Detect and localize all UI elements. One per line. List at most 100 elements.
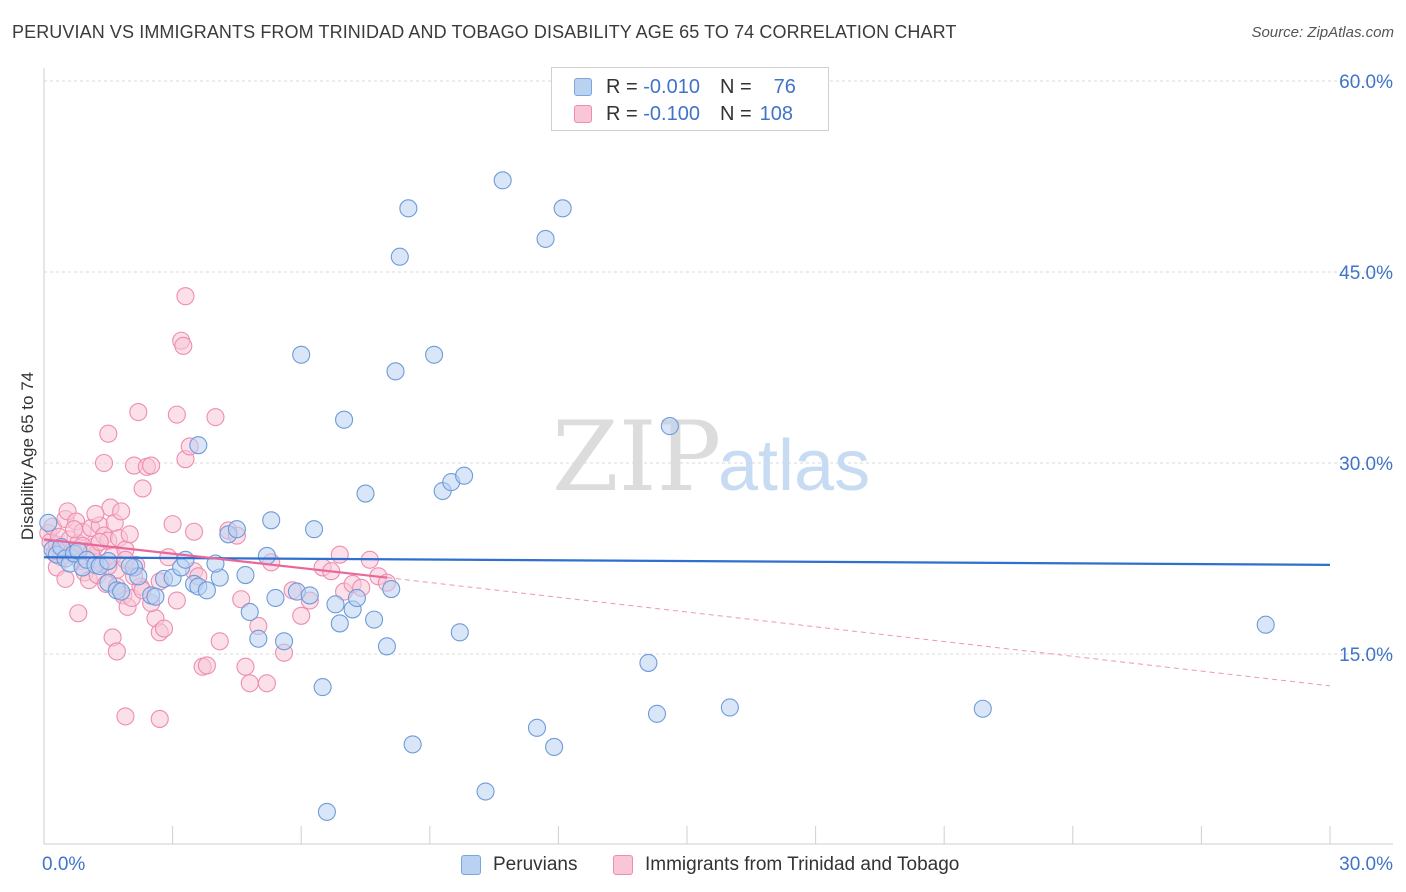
- data-point-peruvians: [493, 171, 512, 190]
- data-point-peruvians: [313, 678, 332, 697]
- correlation-legend: R = -0.010 N = 76 R = -0.100 N = 108: [551, 67, 829, 131]
- data-point-peruvians: [455, 466, 474, 485]
- legend-r-value: -0.010: [643, 75, 700, 98]
- data-point-peruvians: [660, 417, 679, 436]
- data-point-peruvians: [347, 588, 366, 608]
- data-point-peruvians: [236, 566, 255, 585]
- data-point-peruvians: [356, 484, 375, 503]
- legend-n-value: 76: [773, 75, 796, 98]
- y-tick-label: 30.0%: [1339, 454, 1393, 475]
- bottom-legend: Peruvians Immigrants from Trinidad and T…: [0, 852, 1406, 878]
- data-point-immigrants: [184, 522, 204, 541]
- data-point-immigrants: [116, 707, 135, 726]
- data-point-peruvians: [450, 623, 469, 642]
- x-tick-label: 30.0%: [1339, 854, 1393, 875]
- legend-n-label: N =: [719, 102, 752, 125]
- data-point-immigrants: [236, 657, 255, 676]
- data-point-immigrants: [69, 604, 88, 623]
- x-tick-label: 0.0%: [42, 854, 85, 875]
- data-point-immigrants: [167, 591, 186, 610]
- data-point-peruvians: [197, 581, 216, 600]
- source-label: Source: ZipAtlas.com: [1251, 24, 1394, 41]
- data-point-peruvians: [536, 229, 555, 248]
- data-point-peruvians: [146, 587, 165, 606]
- bottom-legend-swatch-pink: [613, 855, 633, 875]
- data-point-peruvians: [99, 551, 118, 571]
- gridlines: [44, 80, 1393, 655]
- data-point-immigrants: [240, 674, 259, 693]
- data-point-peruvians: [390, 247, 409, 266]
- data-point-peruvians: [403, 735, 422, 754]
- legend-row-peruvians: R = -0.010 N = 76: [574, 73, 796, 101]
- chart-title: PERUVIAN VS IMMIGRANTS FROM TRINIDAD AND…: [12, 22, 957, 42]
- trend-line-immigrants: [43, 538, 388, 579]
- data-point-peruvians: [476, 782, 495, 801]
- data-point-peruvians: [1256, 615, 1275, 634]
- data-point-immigrants: [120, 525, 139, 544]
- data-point-peruvians: [386, 362, 405, 381]
- data-point-immigrants: [112, 502, 131, 521]
- data-point-peruvians: [330, 614, 349, 633]
- data-point-immigrants: [56, 569, 75, 588]
- legend-row-immigrants: R = -0.100 N = 108: [574, 100, 793, 128]
- y-tick-label: 15.0%: [1339, 645, 1393, 666]
- y-tick-label: 45.0%: [1339, 263, 1393, 284]
- data-point-peruvians: [317, 802, 336, 821]
- data-point-peruvians: [382, 580, 401, 599]
- data-point-immigrants: [176, 287, 195, 306]
- bottom-legend-label-immigrants: Immigrants from Trinidad and Tobago: [645, 854, 960, 875]
- data-point-immigrants: [232, 590, 251, 609]
- data-point-immigrants: [129, 403, 148, 422]
- bottom-legend-label-peruvians: Peruvians: [493, 854, 578, 875]
- data-point-peruvians: [305, 520, 324, 539]
- data-point-immigrants: [86, 504, 105, 523]
- data-point-peruvians: [257, 546, 276, 566]
- data-point-peruvians: [39, 513, 58, 532]
- y-tick-label: 60.0%: [1339, 72, 1393, 93]
- data-point-immigrants: [163, 515, 182, 534]
- data-point-immigrants: [154, 619, 174, 638]
- legend-n-label: N =: [719, 75, 752, 98]
- watermark: ZIP atlas: [552, 401, 870, 513]
- data-point-immigrants: [167, 405, 186, 424]
- data-point-peruvians: [240, 602, 259, 622]
- data-point-peruvians: [425, 345, 444, 364]
- data-point-peruvians: [326, 595, 345, 614]
- legend-swatch-pink: [574, 105, 592, 123]
- data-point-peruvians: [399, 199, 418, 218]
- data-point-peruvians: [545, 737, 564, 757]
- legend-r-label: R =: [606, 75, 638, 98]
- data-point-immigrants: [90, 532, 109, 551]
- data-point-peruvians: [189, 436, 208, 455]
- watermark-zip: ZIP: [552, 401, 721, 513]
- series-immigrants-points: [39, 287, 396, 728]
- data-point-peruvians: [553, 199, 572, 218]
- data-point-immigrants: [292, 606, 311, 625]
- data-point-peruvians: [639, 653, 658, 672]
- data-point-peruvians: [365, 610, 384, 629]
- trend-line-peruvians: [43, 556, 1331, 566]
- data-point-immigrants: [257, 674, 276, 693]
- data-point-peruvians: [527, 718, 547, 737]
- data-point-immigrants: [210, 632, 229, 651]
- watermark-atlas: atlas: [718, 426, 870, 506]
- data-point-immigrants: [197, 656, 216, 675]
- legend-n-value: 108: [759, 102, 794, 125]
- legend-r-value: -0.100: [643, 102, 700, 125]
- bottom-legend-swatch-blue: [461, 855, 481, 875]
- axes: [43, 68, 1393, 845]
- data-point-peruvians: [249, 629, 268, 648]
- trend-line-immigrants-extrapolated: [386, 577, 1331, 687]
- series-peruvians-points: [39, 171, 1275, 821]
- data-point-peruvians: [112, 582, 131, 601]
- data-point-peruvians: [720, 698, 739, 717]
- data-point-immigrants: [206, 408, 225, 427]
- tick-labels: 15.0% 30.0% 45.0% 60.0% 0.0% 30.0%: [42, 72, 1393, 875]
- data-point-immigrants: [174, 336, 193, 355]
- data-point-immigrants: [330, 545, 349, 564]
- data-point-immigrants: [133, 479, 152, 498]
- data-point-peruvians: [300, 586, 319, 605]
- trend-lines: [43, 538, 1331, 687]
- legend-swatch-blue: [574, 78, 592, 96]
